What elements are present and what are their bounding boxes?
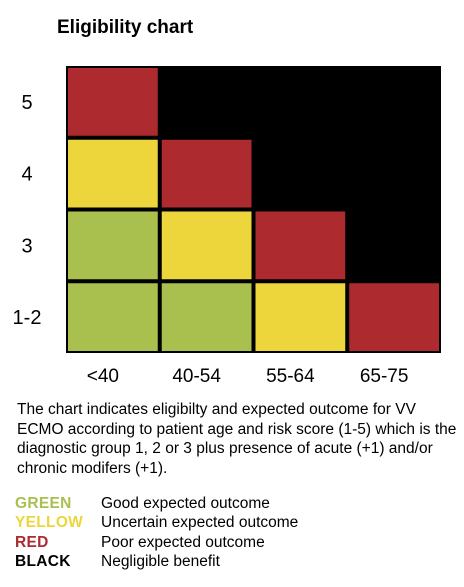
legend-key-yellow: YELLOW bbox=[15, 514, 84, 532]
legend-key-black: BLACK bbox=[15, 553, 71, 571]
cell-red-r0-c0 bbox=[68, 68, 158, 136]
row-label-1: 4 bbox=[21, 164, 32, 186]
row-label-3: 1-2 bbox=[13, 307, 42, 329]
cell-green-r3-c1 bbox=[161, 283, 252, 351]
col-label-3: 65-75 bbox=[360, 366, 409, 387]
col-label-2: 55-64 bbox=[266, 366, 315, 387]
cell-green-r3-c0 bbox=[68, 283, 158, 351]
legend: GREEN Good expected outcome YELLOW Uncer… bbox=[15, 494, 298, 572]
eligibility-heatmap: 5 4 3 1-2 <40 40-54 55-64 65-75 bbox=[13, 66, 441, 387]
col-label-0: <40 bbox=[87, 366, 119, 387]
cell-red-r2-c2 bbox=[255, 211, 346, 280]
chart-title: Eligibility chart bbox=[57, 17, 194, 38]
legend-item-yellow: YELLOW Uncertain expected outcome bbox=[15, 514, 298, 534]
legend-item-red: RED Poor expected outcome bbox=[15, 533, 298, 553]
cell-yellow-r3-c2 bbox=[255, 283, 346, 351]
legend-desc-red: Poor expected outcome bbox=[101, 533, 265, 551]
row-label-2: 3 bbox=[21, 235, 32, 257]
cell-green-r2-c0 bbox=[68, 211, 158, 280]
legend-desc-black: Negligible benefit bbox=[101, 553, 220, 571]
legend-item-black: BLACK Negligible benefit bbox=[15, 553, 298, 573]
cell-yellow-r1-c0 bbox=[68, 139, 158, 208]
chart-caption: The chart indicates eligibilty and expec… bbox=[17, 401, 457, 477]
legend-item-green: GREEN Good expected outcome bbox=[15, 494, 298, 514]
legend-desc-green: Good expected outcome bbox=[101, 494, 270, 512]
legend-desc-yellow: Uncertain expected outcome bbox=[101, 514, 299, 532]
cell-yellow-r2-c1 bbox=[161, 211, 252, 280]
cell-red-r3-c3 bbox=[349, 283, 439, 351]
row-label-0: 5 bbox=[21, 92, 32, 114]
col-label-1: 40-54 bbox=[172, 366, 221, 387]
legend-key-red: RED bbox=[15, 533, 49, 551]
legend-key-green: GREEN bbox=[15, 494, 72, 512]
cell-red-r1-c1 bbox=[161, 139, 252, 208]
